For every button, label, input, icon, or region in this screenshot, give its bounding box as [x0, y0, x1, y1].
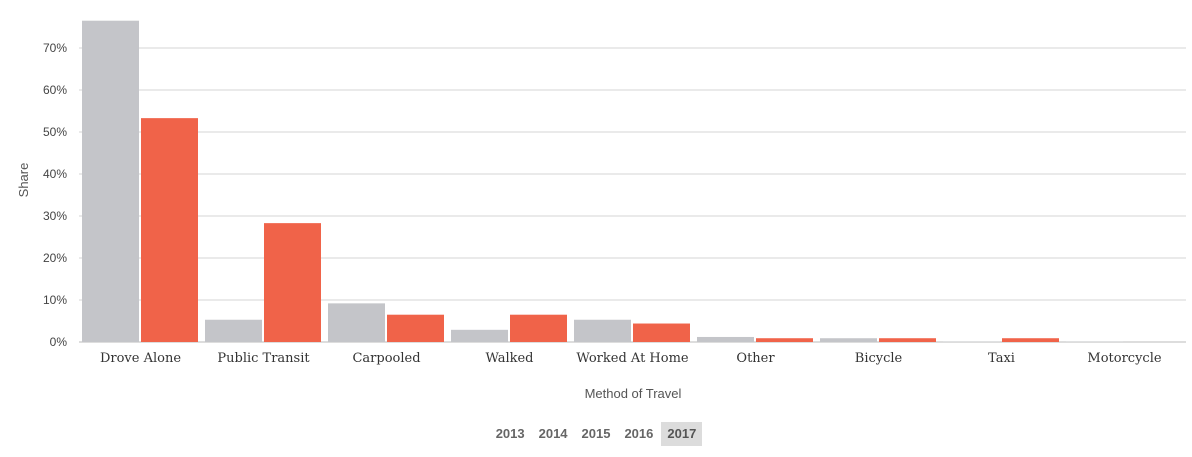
bar-walked-grey: [451, 329, 508, 342]
bar-carpooled-grey: [328, 303, 385, 342]
y-tick-label: 60%: [43, 83, 67, 97]
bar-public-transit-orange: [264, 223, 321, 342]
year-button-2014[interactable]: 2014: [538, 426, 568, 441]
year-selector: 2013 2014 2015 2016 2017: [0, 422, 1192, 446]
x-axis-title: Method of Travel: [585, 386, 682, 401]
x-tick-label: Other: [736, 351, 775, 366]
x-tick-label: Drove Alone: [100, 351, 181, 366]
y-axis-title: Share: [16, 163, 31, 198]
bar-worked-at-home-grey: [574, 319, 631, 342]
bar-carpooled-orange: [387, 314, 444, 342]
x-tick-label: Walked: [485, 351, 533, 366]
y-tick-label: 40%: [43, 167, 67, 181]
y-tick-label: 70%: [43, 41, 67, 55]
y-tick-label: 0%: [50, 335, 68, 349]
x-tick-label: Motorcycle: [1087, 351, 1161, 366]
y-tick-label: 20%: [43, 251, 67, 265]
year-button-2015[interactable]: 2015: [581, 426, 611, 441]
bar-walked-orange: [510, 314, 567, 342]
bar-other-grey: [697, 336, 754, 342]
x-tick-label: Taxi: [988, 351, 1015, 366]
x-tick-label: Public Transit: [217, 351, 310, 366]
bar-drove-alone-orange: [141, 118, 198, 342]
bar-chart: 0% 10% 20% 30% 40% 50% 60% 70% Drove Alone Publi…: [16, 20, 1186, 401]
bar-taxi-orange: [1002, 338, 1059, 342]
bar-public-transit-grey: [205, 319, 262, 342]
bar-drove-alone-grey: [82, 20, 139, 342]
gridlines: [79, 47, 1186, 343]
bar-worked-at-home-orange: [633, 323, 690, 342]
year-button-2013[interactable]: 2013: [495, 426, 525, 441]
bar-other-orange: [756, 338, 813, 342]
bar-bicycle-grey: [820, 338, 877, 342]
y-tick-label: 50%: [43, 125, 67, 139]
y-tick-label: 10%: [43, 293, 67, 307]
y-axis-ticks: 0% 10% 20% 30% 40% 50% 60% 70%: [43, 41, 67, 349]
y-tick-label: 30%: [43, 209, 67, 223]
bar-bicycle-orange: [879, 338, 936, 342]
x-axis-category-labels: Drove Alone Public Transit Carpooled Walked…: [100, 351, 1162, 366]
year-button-2016[interactable]: 2016: [624, 426, 654, 441]
x-tick-label: Bicycle: [855, 351, 903, 366]
x-tick-label: Carpooled: [352, 351, 420, 366]
year-button-2017[interactable]: 2017: [661, 422, 703, 446]
bars: [82, 20, 1123, 342]
x-tick-label: Worked At Home: [576, 351, 689, 366]
